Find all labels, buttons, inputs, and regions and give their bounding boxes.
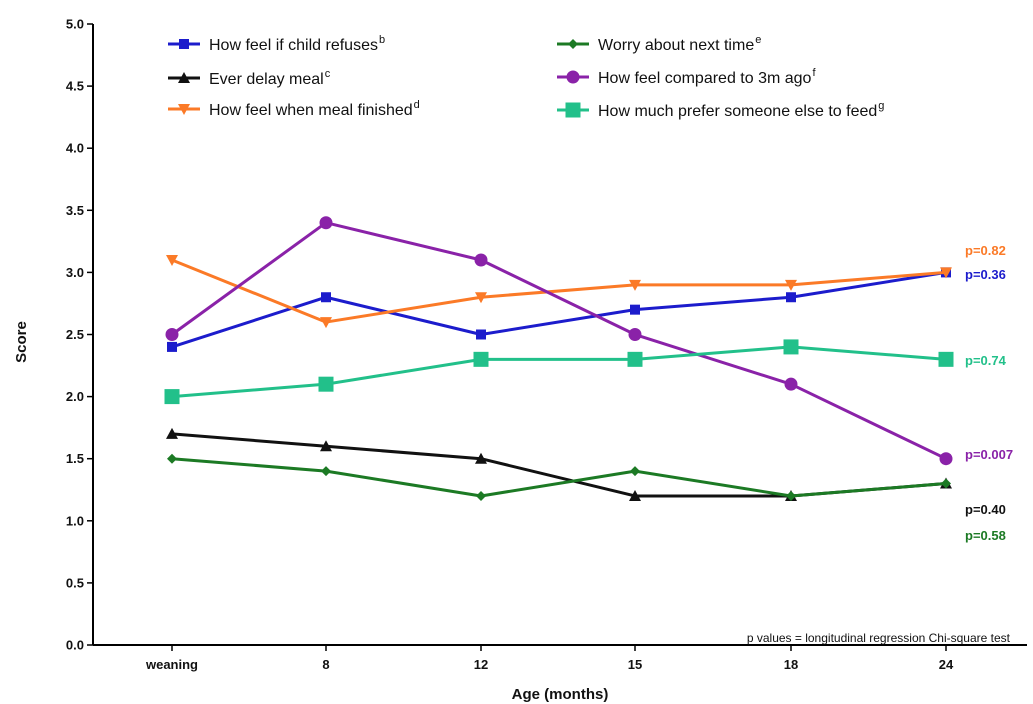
series-line: [171, 345, 947, 399]
legend-label: How feel compared to 3m agof: [598, 67, 816, 87]
p-value-label: p=0.40: [965, 502, 1006, 517]
data-point: [167, 453, 177, 464]
data-point: [939, 452, 953, 466]
data-point: [319, 216, 333, 230]
series-line: [171, 221, 947, 461]
data-point: [321, 466, 331, 477]
p-value-label: p=0.74: [965, 353, 1007, 368]
y-axis-title: Score: [13, 321, 30, 363]
legend-label: Ever delay mealc: [209, 68, 331, 88]
legend-item: Worry about next timee: [557, 34, 761, 54]
series-line: [171, 258, 947, 324]
p-value-label: p=0.82: [965, 243, 1006, 258]
data-point: [629, 279, 641, 291]
legend-item: How feel if child refusesb: [168, 34, 385, 54]
data-point: [783, 339, 799, 355]
x-tick-label: 15: [628, 657, 642, 672]
p-value-label: p=0.007: [965, 447, 1013, 462]
data-point: [628, 328, 642, 341]
legend-label: How feel if child refusesb: [209, 34, 385, 54]
series-2: [166, 427, 952, 501]
data-point: [167, 341, 177, 352]
x-tick-label: 12: [474, 657, 488, 672]
data-point: [627, 351, 643, 367]
p-value-labels: p=0.36 p=0.40 p=0.82 p=0.58 p=0.007 p=0.74: [965, 243, 1013, 543]
legend-item: How feel when meal finishedd: [168, 99, 420, 119]
y-tick-label: 0.5: [66, 575, 84, 590]
data-point: [629, 489, 641, 501]
legend-item: How much prefer someone else to feedg: [557, 100, 884, 120]
data-point: [785, 279, 797, 291]
data-point: [164, 389, 180, 405]
y-tick-label: 0.0: [66, 638, 84, 653]
data-point: [475, 452, 487, 464]
legend: How feel if child refusesb Ever delay mea…: [168, 34, 884, 120]
data-point: [784, 377, 798, 391]
axes: 0.0 0.5 1.0 1.5 2.0 2.5 3.0 3.5 4.0 4.5 5.0 weaning…: [66, 17, 1027, 672]
x-tick-label: 8: [322, 657, 329, 672]
series-layer: [164, 216, 954, 501]
y-tick-label: 4.5: [66, 79, 84, 94]
legend-marker: [565, 102, 581, 118]
data-point: [166, 427, 178, 439]
data-point: [473, 351, 489, 367]
data-point: [475, 292, 487, 304]
data-point: [938, 351, 954, 367]
data-point: [630, 466, 640, 477]
series-5: [165, 216, 953, 466]
legend-label: How much prefer someone else to feedg: [598, 100, 884, 120]
legend-marker: [566, 70, 580, 84]
legend-marker: [178, 104, 190, 115]
x-tick-label: 18: [784, 657, 798, 672]
series-line: [171, 457, 947, 498]
data-point: [320, 440, 332, 452]
data-point: [476, 329, 486, 340]
y-tick-label: 2.0: [66, 389, 84, 404]
data-point: [318, 376, 334, 392]
series-4: [167, 453, 951, 501]
data-point: [476, 490, 486, 501]
series-line: [171, 270, 947, 349]
legend-label: Worry about next timee: [598, 34, 761, 54]
data-point: [941, 478, 951, 489]
y-tick-label: 3.5: [66, 203, 84, 218]
series-6: [164, 339, 954, 405]
p-value-label: p=0.36: [965, 267, 1006, 282]
data-point: [320, 317, 332, 329]
footnote-annotation: p values = longitudinal regression Chi-s…: [747, 631, 1011, 645]
y-tick-label: 1.5: [66, 451, 84, 466]
y-tick-label: 2.5: [66, 327, 84, 342]
data-point: [940, 267, 952, 279]
x-tick-label: 24: [939, 657, 954, 672]
y-tick-label: 1.0: [66, 513, 84, 528]
data-point: [321, 292, 331, 303]
p-value-label: p=0.58: [965, 528, 1006, 543]
data-point: [630, 304, 640, 315]
x-tick-label: weaning: [145, 657, 198, 672]
legend-marker: [178, 72, 190, 83]
legend-item: How feel compared to 3m agof: [557, 67, 816, 87]
data-point: [786, 490, 796, 501]
y-tick-label: 4.0: [66, 141, 84, 156]
data-point: [165, 328, 179, 341]
x-axis-title: Age (months): [512, 686, 609, 703]
series-3: [166, 254, 952, 329]
legend-marker: [568, 39, 578, 49]
y-tick-label: 3.0: [66, 265, 84, 280]
series-line: [171, 432, 947, 498]
y-tick-label: 5.0: [66, 17, 84, 32]
legend-item: Ever delay mealc: [168, 68, 331, 88]
data-point: [786, 292, 796, 303]
legend-label: How feel when meal finishedd: [209, 99, 420, 119]
data-point: [166, 254, 178, 266]
data-point: [474, 253, 488, 267]
legend-marker: [179, 39, 189, 49]
